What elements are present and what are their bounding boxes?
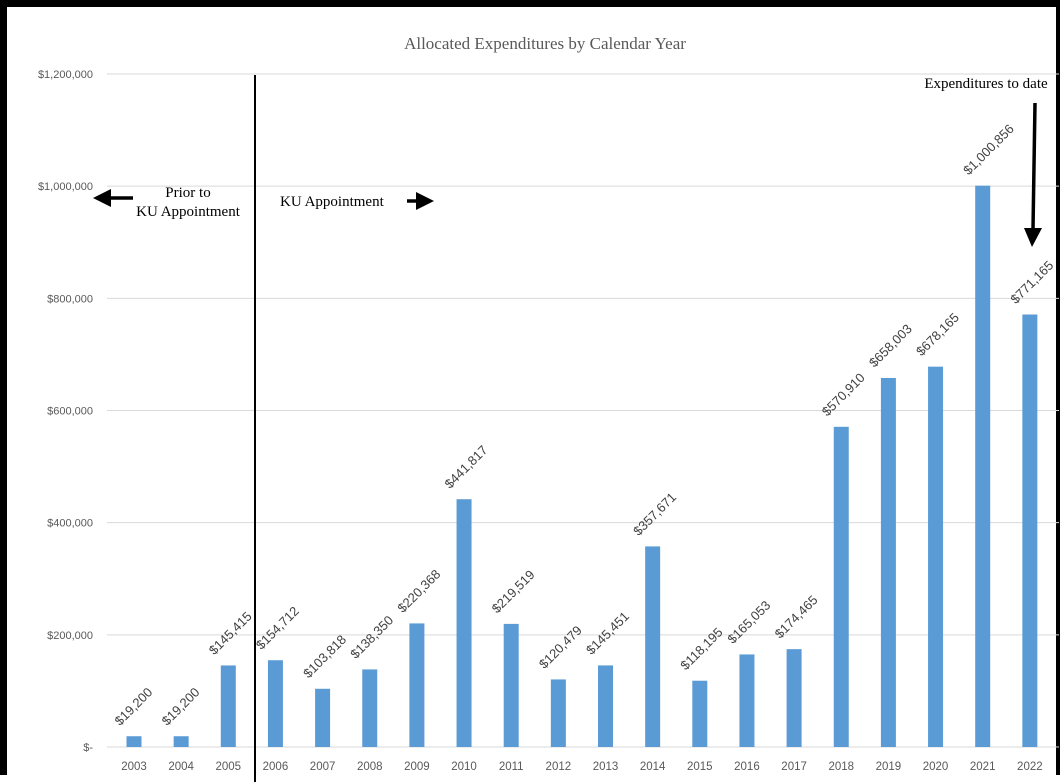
bar-2007 <box>315 688 331 747</box>
data-label-2019: $658,003 <box>866 321 915 370</box>
arrow-left-icon <box>93 189 133 207</box>
bar-2013 <box>598 665 613 747</box>
chart: Allocated Expenditures by Calendar Year … <box>38 34 1059 782</box>
data-label-2022: $771,165 <box>1007 258 1056 307</box>
y-tick-label: $800,000 <box>47 293 93 305</box>
data-label-2011: $219,519 <box>489 567 538 616</box>
data-label-2006: $154,712 <box>253 603 302 652</box>
x-tick-label: 2006 <box>263 761 289 773</box>
x-tick-label: 2010 <box>451 761 477 773</box>
chart-title: Allocated Expenditures by Calendar Year <box>404 34 686 53</box>
bar-2010 <box>456 499 472 747</box>
prior-annotation-line1: Prior to <box>165 185 210 201</box>
x-tick-label: 2021 <box>970 761 996 773</box>
x-tick-label: 2011 <box>499 761 524 773</box>
bar-2003 <box>126 736 142 747</box>
x-tick-label: 2014 <box>640 761 666 773</box>
data-label-2007: $103,818 <box>300 632 349 681</box>
data-label-2013: $145,451 <box>583 609 632 658</box>
x-tick-label: 2008 <box>357 761 383 773</box>
x-tick-label: 2017 <box>781 761 807 773</box>
bar-2020 <box>928 366 944 747</box>
bar-2016 <box>739 654 755 747</box>
bar-2014 <box>645 546 661 747</box>
bar-2008 <box>362 669 378 747</box>
y-tick-label: $- <box>83 742 93 754</box>
x-tick-label: 2015 <box>687 761 713 773</box>
data-label-2009: $220,368 <box>394 567 443 616</box>
bar-2005 <box>220 665 236 747</box>
bar-2022 <box>1022 314 1038 747</box>
data-label-2010: $441,817 <box>442 442 491 491</box>
bar-2009 <box>409 623 425 747</box>
bar-2004 <box>173 736 189 747</box>
data-label-2018: $570,910 <box>819 370 868 419</box>
data-label-2003: $19,200 <box>112 685 156 729</box>
data-label-2020: $678,165 <box>913 310 962 359</box>
data-label-2016: $165,053 <box>724 598 773 647</box>
bar-2017 <box>786 649 802 747</box>
data-label-2014: $357,671 <box>630 490 679 539</box>
prior-annotation-line2: KU Appointment <box>136 204 241 220</box>
x-tick-label: 2009 <box>404 761 430 773</box>
to-date-annotation: Expenditures to date <box>924 76 1048 92</box>
x-tick-label: 2013 <box>593 761 619 773</box>
bar-2015 <box>692 680 708 747</box>
x-tick-label: 2019 <box>876 761 902 773</box>
y-tick-label: $200,000 <box>47 630 93 642</box>
arrow-down-icon <box>1024 102 1042 247</box>
x-tick-label: 2016 <box>734 761 760 773</box>
x-tick-label: 2022 <box>1017 761 1043 773</box>
x-tick-label: 2004 <box>168 761 194 773</box>
x-tick-label: 2018 <box>828 761 854 773</box>
x-tick-label: 2007 <box>310 761 336 773</box>
x-tick-label: 2003 <box>121 761 147 773</box>
x-tick-label: 2020 <box>923 761 949 773</box>
data-label-2004: $19,200 <box>159 685 203 729</box>
bar-2011 <box>503 623 519 747</box>
bar-2019 <box>880 377 896 747</box>
y-tick-label: $1,200,000 <box>38 69 93 81</box>
data-label-2021: $1,000,856 <box>960 121 1017 178</box>
arrow-right-icon <box>407 192 434 210</box>
bar-2012 <box>550 679 566 747</box>
data-label-2008: $138,350 <box>347 613 396 662</box>
y-tick-label: $400,000 <box>47 518 93 530</box>
ku-annotation: KU Appointment <box>280 194 385 210</box>
data-label-2017: $174,465 <box>772 592 821 641</box>
data-label-2005: $145,415 <box>206 609 255 658</box>
y-tick-label: $600,000 <box>47 406 93 418</box>
x-tick-label: 2005 <box>216 761 242 773</box>
y-tick-label: $1,000,000 <box>38 181 93 193</box>
bar-2006 <box>267 660 283 747</box>
bar-2021 <box>975 185 991 748</box>
data-label-2015: $118,195 <box>677 625 725 673</box>
data-label-2012: $120,479 <box>536 623 585 672</box>
bar-2018 <box>833 426 849 747</box>
x-tick-label: 2012 <box>546 761 572 773</box>
